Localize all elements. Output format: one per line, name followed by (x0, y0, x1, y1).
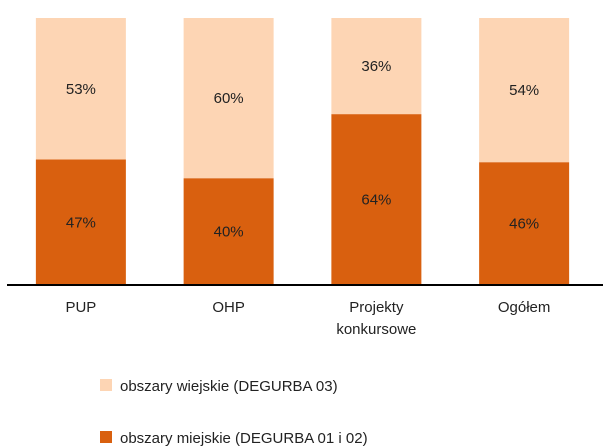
legend-label: obszary wiejskie (DEGURBA 03) (120, 378, 338, 395)
bar-segment (331, 18, 422, 115)
x-tick-label: Ogółem (498, 299, 551, 316)
bar-segment (479, 162, 570, 285)
data-label: 46% (509, 216, 539, 233)
legend-swatch (100, 379, 112, 391)
legend-swatch (100, 431, 112, 443)
data-label: 40% (214, 224, 244, 241)
data-label: 54% (509, 82, 539, 99)
bar-segment (35, 159, 126, 285)
x-tick-label-line: konkursowe (336, 321, 416, 338)
x-tick-label: Projekty konkursowe (336, 299, 416, 338)
data-label: 47% (66, 214, 96, 231)
legend-label: obszary miejskie (DEGURBA 01 i 02) (120, 430, 368, 447)
data-label: 36% (361, 58, 391, 75)
data-label: 60% (214, 90, 244, 107)
bar-segment (183, 18, 274, 179)
x-tick-label-line: Projekty (349, 299, 404, 316)
x-tick-label: OHP (212, 299, 245, 316)
bar-segment (183, 178, 274, 285)
data-label: 64% (361, 192, 391, 209)
bar-segment (479, 18, 570, 163)
bar-segment (331, 114, 422, 286)
bar-segment (35, 18, 126, 160)
x-tick-label: PUP (65, 299, 96, 316)
data-label: 53% (66, 81, 96, 98)
